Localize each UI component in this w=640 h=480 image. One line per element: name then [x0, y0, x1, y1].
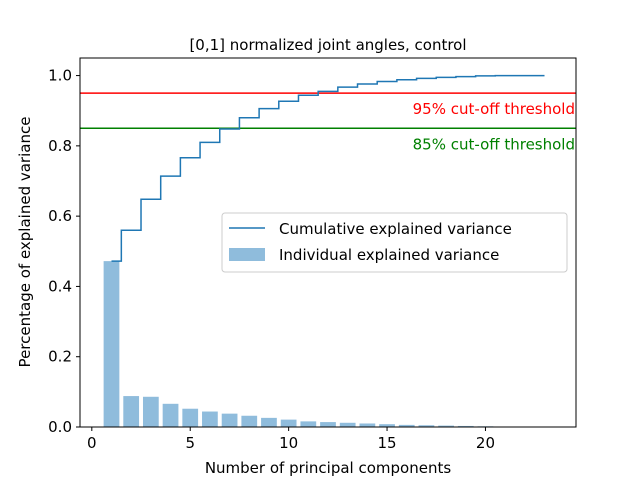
bar-component-2	[123, 396, 140, 427]
bar-component-7	[221, 413, 238, 427]
bar-component-8	[241, 415, 258, 427]
bar-component-9	[261, 417, 277, 427]
x-tick-label-0: 0	[87, 434, 97, 452]
y-tick-label-0.2: 0.2	[48, 348, 72, 366]
legend: Cumulative explained variance Individual …	[221, 212, 568, 273]
bar-component-19	[457, 425, 474, 427]
bar-component-16	[398, 424, 415, 427]
x-axis-label: Number of principal components	[205, 459, 452, 477]
x-tick-label-15: 15	[378, 434, 397, 452]
bar-component-6	[202, 411, 218, 427]
bar-component-3	[142, 396, 159, 427]
x-tick-label-5: 5	[185, 434, 195, 452]
axes-frame	[79, 57, 577, 428]
bar-component-1	[103, 261, 120, 427]
x-tick-label-10: 10	[279, 434, 298, 452]
y-tick-label-1: 1.0	[48, 67, 72, 85]
legend-box	[221, 212, 568, 273]
bar-component-4	[162, 403, 179, 427]
plot-area: 95% cut-off threshold 85% cut-off thresho…	[48, 57, 577, 452]
threshold-label-1: 85% cut-off threshold	[413, 135, 575, 153]
bar-component-12	[320, 422, 336, 427]
y-tick-label-0.6: 0.6	[48, 207, 72, 225]
bar-component-17	[418, 425, 435, 427]
bar-component-10	[280, 419, 297, 427]
legend-entry-individual: Individual explained variance	[279, 246, 499, 264]
y-axis-label: Percentage of explained variance	[16, 117, 34, 368]
bar-component-5	[182, 408, 199, 427]
bar-component-18	[438, 425, 454, 427]
y-tick-label-0.8: 0.8	[48, 137, 72, 155]
x-tick-label-20: 20	[476, 434, 495, 452]
legend-entry-cumulative: Cumulative explained variance	[279, 220, 512, 238]
bar-component-14	[359, 423, 376, 427]
threshold-label-0: 95% cut-off threshold	[413, 100, 575, 118]
cumulative-step-line	[111, 74, 545, 262]
bar-component-13	[339, 422, 356, 427]
legend-bar-swatch	[229, 248, 265, 261]
bar-component-15	[379, 424, 395, 427]
bar-component-11	[300, 421, 317, 427]
chart-title: [0,1] normalized joint angles, control	[189, 36, 466, 54]
y-tick-label-0.4: 0.4	[48, 277, 72, 295]
y-tick-label-0: 0.0	[48, 418, 72, 436]
